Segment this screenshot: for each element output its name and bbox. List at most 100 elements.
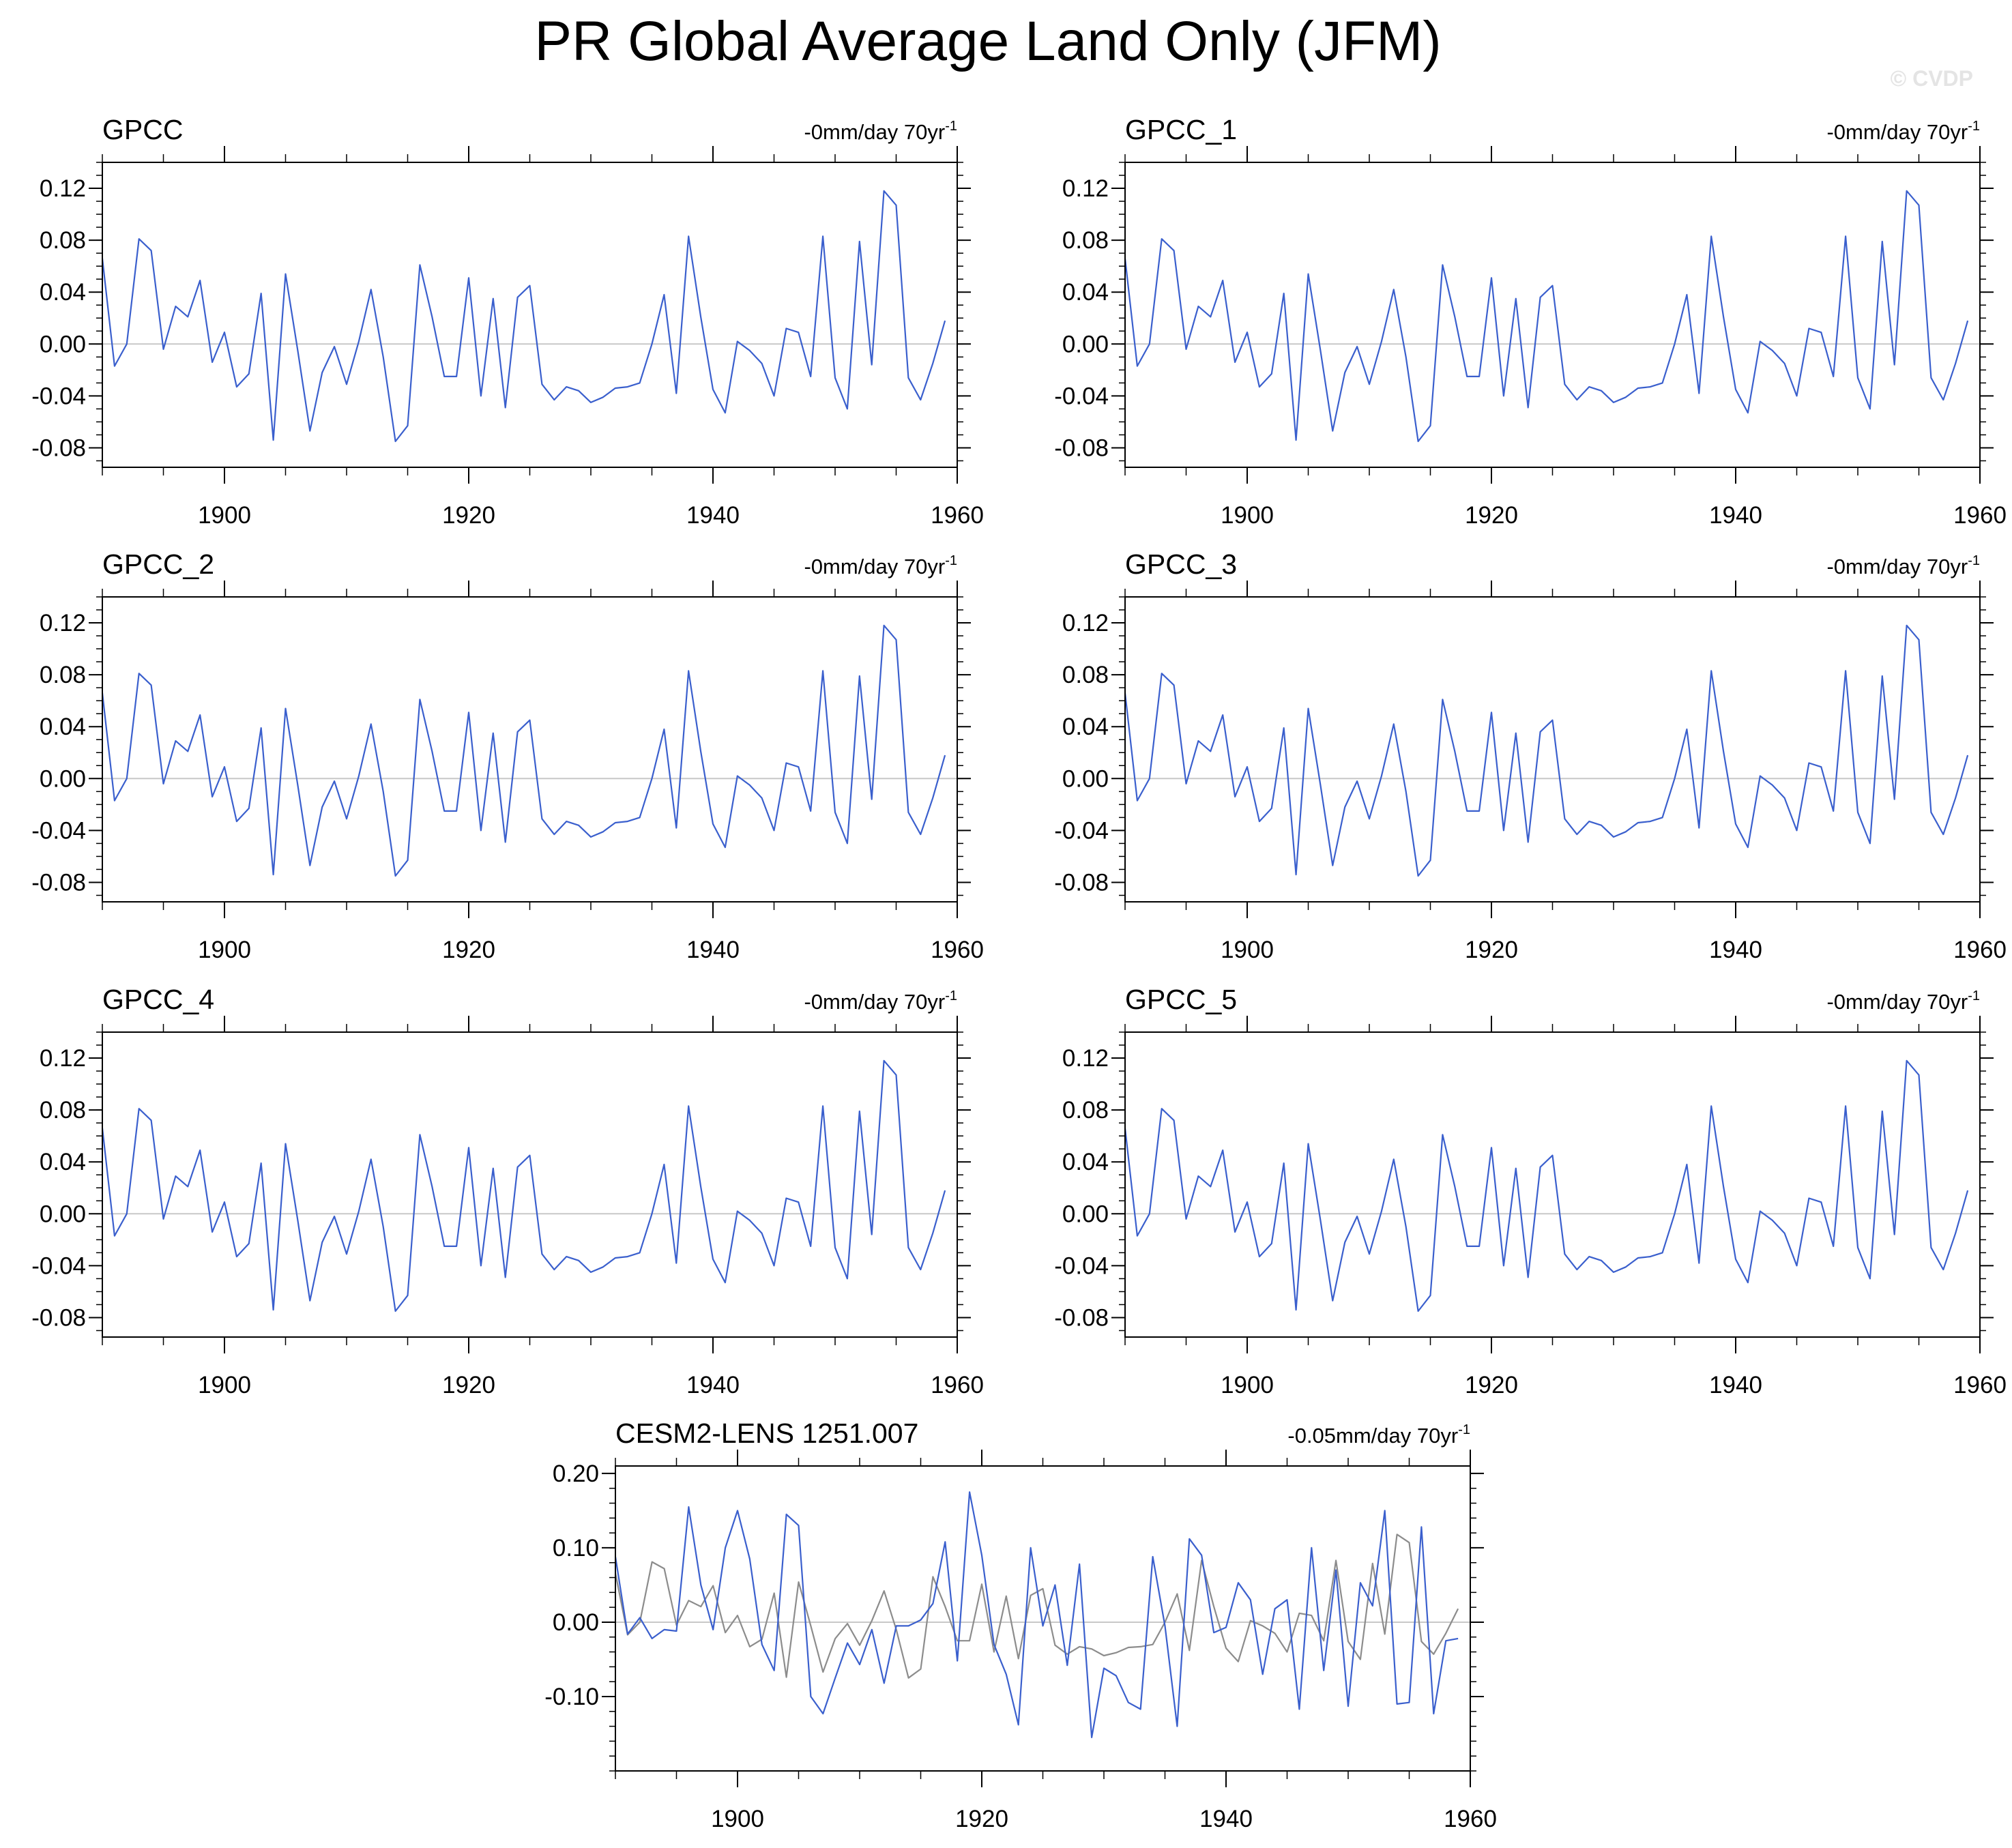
panel-gpcc-3: GPCC_3 -0mm/day 70yr-1 0.12 0.08 0.04 0.00 -0.… [1054, 548, 2007, 963]
series-line-cesm [614, 1491, 1459, 1738]
y-tick-label: 0.00 [40, 331, 86, 357]
x-tick-label: 1940 [1709, 502, 1762, 529]
x-tick-label: 1940 [1709, 937, 1762, 963]
x-tick-label: 1920 [1465, 1372, 1518, 1398]
cvdp-watermark: © CVDP [1891, 66, 1973, 91]
plot-frame [615, 1465, 1471, 1772]
panel-gpcc-1: GPCC_1 -0mm/day 70yr-1 0.12 0.08 0.04 0.00 -0.… [1054, 114, 2007, 529]
y-tick-label: 0.04 [1062, 1149, 1109, 1175]
x-tick-label: 1940 [686, 1372, 740, 1398]
y-tick-label: -0.04 [1054, 1252, 1109, 1279]
y-tick-label: 0.04 [1062, 279, 1109, 306]
x-tick-label: 1900 [1221, 937, 1274, 963]
plot-frame [102, 1031, 958, 1338]
y-tick-label: 0.00 [40, 1201, 86, 1227]
panel-title: GPCC_4 [102, 984, 214, 1015]
x-tick-label: 1960 [931, 1372, 984, 1398]
x-tick-label: 1940 [686, 937, 740, 963]
y-tick-label: -0.08 [1054, 1304, 1109, 1331]
plot-frame [102, 162, 958, 468]
x-tick-label: 1900 [711, 1806, 764, 1832]
y-tick-label: -0.10 [544, 1684, 599, 1710]
y-tick-label: -0.04 [1054, 383, 1109, 409]
trend-label: -0mm/day 70yr-1 [804, 119, 957, 144]
panel-gpcc-4: GPCC_4 -0mm/day 70yr-1 0.12 0.08 0.04 0.00 -0.… [31, 984, 984, 1398]
y-tick-label: 0.12 [1062, 175, 1109, 202]
x-tick-label: 1940 [686, 502, 740, 529]
x-tick-label: 1920 [1465, 502, 1518, 529]
x-tick-label: 1920 [442, 502, 495, 529]
series-line-gpcc [101, 624, 946, 877]
y-tick-label: -0.08 [1054, 869, 1109, 896]
y-tick-label: 0.12 [40, 175, 86, 202]
y-tick-label: 0.08 [40, 227, 86, 254]
y-tick-label: 0.04 [40, 279, 86, 306]
plot-frame [1124, 162, 1981, 468]
y-tick-label: -0.04 [31, 817, 86, 844]
y-tick-label: 0.04 [1062, 714, 1109, 740]
plot-frame [1124, 1031, 1981, 1338]
y-tick-label: 0.00 [553, 1609, 599, 1636]
x-tick-label: 1900 [1221, 1372, 1274, 1398]
x-tick-label: 1900 [198, 502, 251, 529]
series-line-gpcc [1124, 624, 1969, 877]
panel-gpcc-2: GPCC_2 -0mm/day 70yr-1 0.12 0.08 0.04 0.00 -0.… [31, 548, 984, 963]
y-tick-label: -0.08 [31, 869, 86, 896]
x-tick-label: 1960 [1444, 1806, 1497, 1832]
x-tick-label: 1940 [1199, 1806, 1253, 1832]
x-tick-label: 1960 [931, 502, 984, 529]
trend-label: -0mm/day 70yr-1 [1826, 119, 1980, 144]
x-tick-label: 1960 [1953, 502, 2007, 529]
x-tick-label: 1960 [1953, 1372, 2007, 1398]
trend-label: -0mm/day 70yr-1 [1826, 988, 1980, 1014]
y-tick-label: 0.08 [1062, 1097, 1109, 1124]
x-tick-label: 1900 [198, 1372, 251, 1398]
panel-title: GPCC_2 [102, 548, 214, 580]
trend-label: -0.05mm/day 70yr-1 [1287, 1422, 1470, 1448]
trend-label: -0mm/day 70yr-1 [804, 988, 957, 1014]
y-tick-label: -0.04 [31, 1252, 86, 1279]
series-line-gpcc [1124, 1059, 1969, 1312]
x-tick-label: 1920 [1465, 937, 1518, 963]
trend-label: -0mm/day 70yr-1 [804, 553, 957, 578]
y-tick-label: -0.08 [31, 435, 86, 461]
figure-title: PR Global Average Land Only (JFM) [534, 10, 1441, 72]
panel-gpcc-5: GPCC_5 -0mm/day 70yr-1 0.12 0.08 0.04 0.00 -0.… [1054, 984, 2007, 1398]
x-tick-label: 1960 [1953, 937, 2007, 963]
series-line-gpcc [1124, 190, 1969, 443]
y-tick-label: 0.12 [40, 610, 86, 636]
x-tick-label: 1900 [198, 937, 251, 963]
panel-title: CESM2-LENS 1251.007 [615, 1418, 918, 1449]
panel-title: GPCC_5 [1125, 984, 1237, 1015]
panel-cesm2-lens-1251-007: CESM2-LENS 1251.007 -0.05mm/day 70yr-1 0.2… [544, 1418, 1497, 1832]
panel-grid: GPCC -0mm/day 70yr-1 0.12 0.08 0.04 0.00 -0.04… [31, 114, 2007, 1832]
series-line-gpcc [101, 190, 946, 443]
series-line-gpcc [101, 1059, 946, 1312]
panel-title: GPCC_3 [1125, 548, 1237, 580]
y-tick-label: 0.08 [1062, 662, 1109, 688]
y-tick-label: 0.04 [40, 714, 86, 740]
y-tick-label: 0.04 [40, 1149, 86, 1175]
y-tick-label: 0.08 [40, 662, 86, 688]
plot-frame [1124, 596, 1981, 903]
panel-gpcc: GPCC -0mm/day 70yr-1 0.12 0.08 0.04 0.00 -0.04… [31, 114, 984, 529]
x-tick-label: 1920 [442, 1372, 495, 1398]
y-tick-label: 0.12 [40, 1045, 86, 1072]
series-line-gpcc-overlay [614, 1534, 1459, 1679]
panel-title: GPCC_1 [1125, 114, 1237, 145]
y-tick-label: 0.00 [1062, 1201, 1109, 1227]
plot-frame [102, 596, 958, 903]
y-tick-label: -0.04 [1054, 817, 1109, 844]
y-tick-label: -0.08 [1054, 435, 1109, 461]
y-tick-label: -0.04 [31, 383, 86, 409]
y-tick-label: 0.10 [553, 1535, 599, 1561]
x-tick-label: 1940 [1709, 1372, 1762, 1398]
x-tick-label: 1960 [931, 937, 984, 963]
y-tick-label: 0.00 [40, 765, 86, 792]
x-tick-label: 1920 [442, 937, 495, 963]
y-tick-label: 0.00 [1062, 331, 1109, 357]
y-tick-label: 0.00 [1062, 765, 1109, 792]
y-tick-label: 0.08 [1062, 227, 1109, 254]
x-tick-label: 1920 [955, 1806, 1008, 1832]
